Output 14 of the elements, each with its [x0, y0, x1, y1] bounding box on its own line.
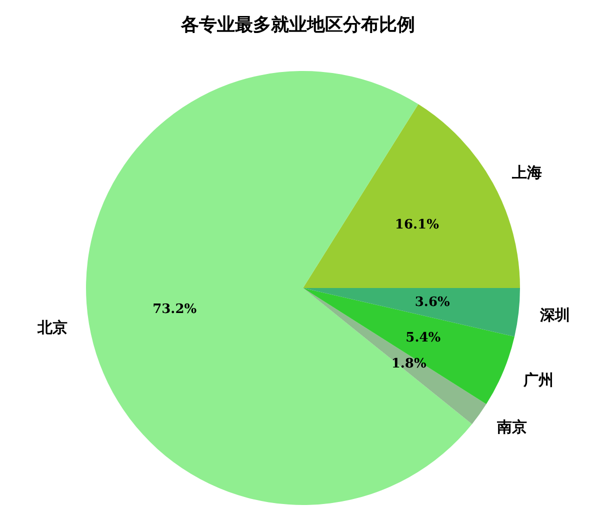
pie-slice	[303, 288, 514, 404]
pie-slice	[86, 71, 472, 505]
chart-title: 各专业最多就业地区分布比例	[180, 14, 415, 36]
data-label: 1.8%	[391, 356, 427, 372]
slice-label: 南京	[496, 418, 528, 436]
slice-label: 深圳	[539, 306, 570, 324]
data-label: 16.1%	[394, 217, 440, 232]
pie-slice	[303, 288, 486, 424]
slice-label: 上海	[510, 163, 542, 182]
slice-label: 北京	[36, 318, 68, 337]
slice-label: 广州	[522, 370, 554, 389]
data-label: 3.6%	[414, 295, 450, 310]
data-label: 73.2%	[152, 302, 198, 318]
data-label: 5.4%	[406, 330, 442, 346]
